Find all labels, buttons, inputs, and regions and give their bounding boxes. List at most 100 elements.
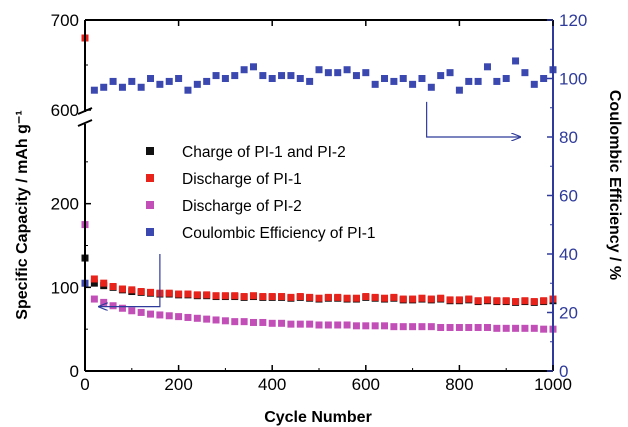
data-point (315, 294, 323, 302)
y-left-tick-label: 200 (51, 195, 79, 214)
data-point (390, 323, 398, 331)
annotation-arrow (426, 101, 521, 137)
data-point (296, 75, 304, 82)
data-point (418, 75, 426, 82)
data-point (147, 310, 155, 318)
data-point (409, 295, 417, 303)
data-point (362, 322, 370, 330)
data-point (427, 83, 435, 91)
y-right-tick-label: 80 (559, 128, 578, 147)
data-point (296, 293, 304, 301)
data-point (221, 75, 229, 82)
data-point (381, 294, 389, 302)
data-point (362, 293, 370, 301)
data-point (184, 313, 192, 321)
x-tick-label: 800 (445, 375, 473, 394)
data-point (418, 294, 426, 302)
x-tick-label: 400 (258, 375, 286, 394)
data-point (483, 296, 491, 304)
data-point (137, 288, 145, 296)
data-point (118, 285, 126, 293)
data-point (203, 77, 211, 85)
data-point (362, 69, 370, 77)
data-point (90, 295, 98, 303)
data-point (165, 312, 173, 320)
data-point (530, 298, 538, 306)
data-point (399, 295, 407, 303)
y-right-tick-label: 0 (559, 362, 568, 381)
data-point (147, 288, 155, 296)
x-tick-label: 1000 (534, 375, 572, 394)
data-point (109, 302, 117, 310)
data-point (502, 324, 510, 332)
y-left-tick-label: 600 (51, 101, 79, 120)
data-point (418, 323, 426, 331)
data-point (128, 307, 136, 315)
series-2 (81, 221, 557, 333)
data-point (306, 77, 314, 85)
data-point (352, 322, 360, 330)
y-axis-right-title: Coulombic Efficiency / % (606, 90, 623, 280)
data-point (399, 323, 407, 331)
data-point (483, 323, 491, 331)
data-point (474, 77, 482, 85)
data-point (231, 292, 239, 300)
data-point (455, 86, 463, 94)
data-point (540, 325, 548, 333)
data-point (90, 86, 98, 94)
data-point (540, 297, 548, 305)
axes-layer: 0 200 400 600 800 100001002006007000204060801… (51, 11, 588, 394)
data-point (175, 75, 183, 82)
data-point (165, 289, 173, 297)
data-point (324, 293, 332, 301)
y-right-tick-label: 40 (559, 245, 578, 264)
legend-entry: Discharge of PI-1 (182, 171, 302, 188)
data-point (165, 77, 173, 85)
data-point (381, 75, 389, 82)
data-point (502, 297, 510, 305)
data-point (249, 63, 257, 71)
axis-break-mark (77, 107, 93, 115)
data-point (334, 293, 342, 301)
y-right-tick-label: 60 (559, 187, 578, 206)
data-point (455, 323, 463, 331)
series-1 (81, 34, 557, 306)
data-point (474, 297, 482, 305)
data-point (399, 75, 407, 82)
data-point (212, 292, 220, 300)
data-point (90, 279, 98, 287)
data-point (259, 318, 267, 326)
y-left-tick-label: 0 (70, 362, 79, 381)
y-right-tick-label: 20 (559, 304, 578, 323)
data-point (184, 290, 192, 298)
data-point (437, 294, 445, 302)
data-point (109, 282, 117, 290)
data-point (249, 318, 257, 326)
data-point (493, 324, 501, 332)
data-point (512, 324, 520, 332)
data-point (455, 296, 463, 304)
data-point (343, 321, 351, 329)
data-point (268, 319, 276, 327)
data-point (352, 294, 360, 302)
data-point (278, 319, 286, 327)
legend-marker (146, 147, 154, 155)
data-point (240, 66, 248, 74)
annotations (99, 101, 521, 307)
data-point (437, 72, 445, 80)
data-point (249, 292, 257, 300)
data-point (409, 80, 417, 88)
data-point (128, 77, 136, 85)
y-right-tick-label: 100 (559, 70, 587, 89)
data-point (493, 297, 501, 305)
data-point (221, 292, 229, 300)
data-point (212, 72, 220, 80)
data-point (512, 57, 520, 65)
series-3 (81, 57, 557, 287)
data-point (343, 294, 351, 302)
data-point (306, 320, 314, 328)
data-point (156, 311, 164, 319)
legend-marker (146, 174, 154, 182)
data-point (240, 318, 248, 326)
data-point (100, 83, 108, 91)
